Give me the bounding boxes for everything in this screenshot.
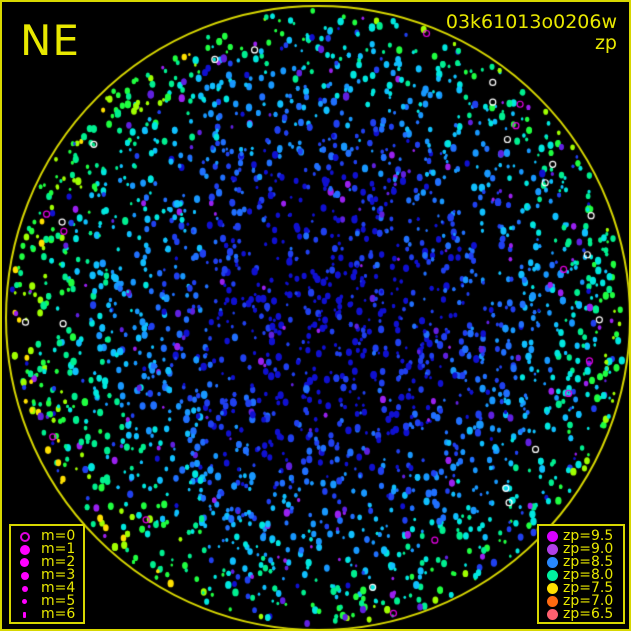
- magnitude-legend-label: m=2: [41, 554, 76, 570]
- magnitude-legend-item: m=3: [11, 567, 83, 583]
- zp-legend-label: zp=8.5: [563, 554, 614, 570]
- magnitude-legend-label: m=0: [41, 528, 76, 544]
- zp-color-dot-icon: [547, 583, 558, 594]
- zp-legend-item: zp=9.5: [539, 528, 623, 544]
- zp-legend-label: zp=7.5: [563, 580, 614, 596]
- zp-color-dot-icon: [547, 531, 558, 542]
- zp-color-dot-icon: [547, 609, 558, 620]
- magnitude-symbol-icon: [19, 544, 30, 555]
- direction-label: NE: [20, 16, 80, 65]
- magnitude-symbol-icon: [19, 557, 30, 568]
- zp-color-dot-icon: [547, 570, 558, 581]
- magnitude-legend-item: m=2: [11, 554, 83, 570]
- zp-legend-item: zp=8.5: [539, 554, 623, 570]
- magnitude-legend-label: m=4: [41, 580, 76, 596]
- image-title: 03k61013o0206w zp: [446, 12, 617, 54]
- zp-legend-label: zp=9.0: [563, 541, 614, 557]
- magnitude-legend-label: m=1: [41, 541, 76, 557]
- zp-legend: zp=9.5 zp=9.0 zp=8.5 zp=8.0 zp=7.5 zp=7.0 zp=6…: [537, 524, 625, 624]
- zp-legend-label: zp=7.0: [563, 593, 614, 609]
- zp-legend-item: zp=7.5: [539, 580, 623, 596]
- magnitude-legend-label: m=6: [41, 606, 76, 622]
- magnitude-symbol-icon: [19, 609, 30, 620]
- magnitude-legend-label: m=3: [41, 567, 76, 583]
- zp-color-dot-icon: [547, 557, 558, 568]
- magnitude-symbol-icon: [19, 531, 30, 542]
- magnitude-symbol-icon: [19, 596, 30, 607]
- zp-legend-item: zp=8.0: [539, 567, 623, 583]
- magnitude-legend-item: m=1: [11, 541, 83, 557]
- magnitude-symbol-icon: [19, 570, 30, 581]
- zp-legend-label: zp=6.5: [563, 606, 614, 622]
- zp-legend-item: zp=6.5: [539, 606, 623, 622]
- zp-color-dot-icon: [547, 596, 558, 607]
- zp-legend-label: zp=8.0: [563, 567, 614, 583]
- zp-legend-item: zp=9.0: [539, 541, 623, 557]
- magnitude-legend-item: m=5: [11, 593, 83, 609]
- magnitude-symbol-icon: [19, 583, 30, 594]
- magnitude-legend-item: m=4: [11, 580, 83, 596]
- magnitude-legend-item: m=0: [11, 528, 83, 544]
- frame-id: 03k61013o0206w: [445, 11, 617, 33]
- magnitude-legend-item: m=6: [11, 606, 83, 622]
- magnitude-legend-label: m=5: [41, 593, 76, 609]
- zp-legend-label: zp=9.5: [563, 528, 614, 544]
- magnitude-legend: m=0 m=1 m=2 m=3 m=4 m=5 m=6: [9, 524, 85, 624]
- zp-legend-item: zp=7.0: [539, 593, 623, 609]
- map-type: zp: [594, 32, 617, 54]
- zp-color-dot-icon: [547, 544, 558, 555]
